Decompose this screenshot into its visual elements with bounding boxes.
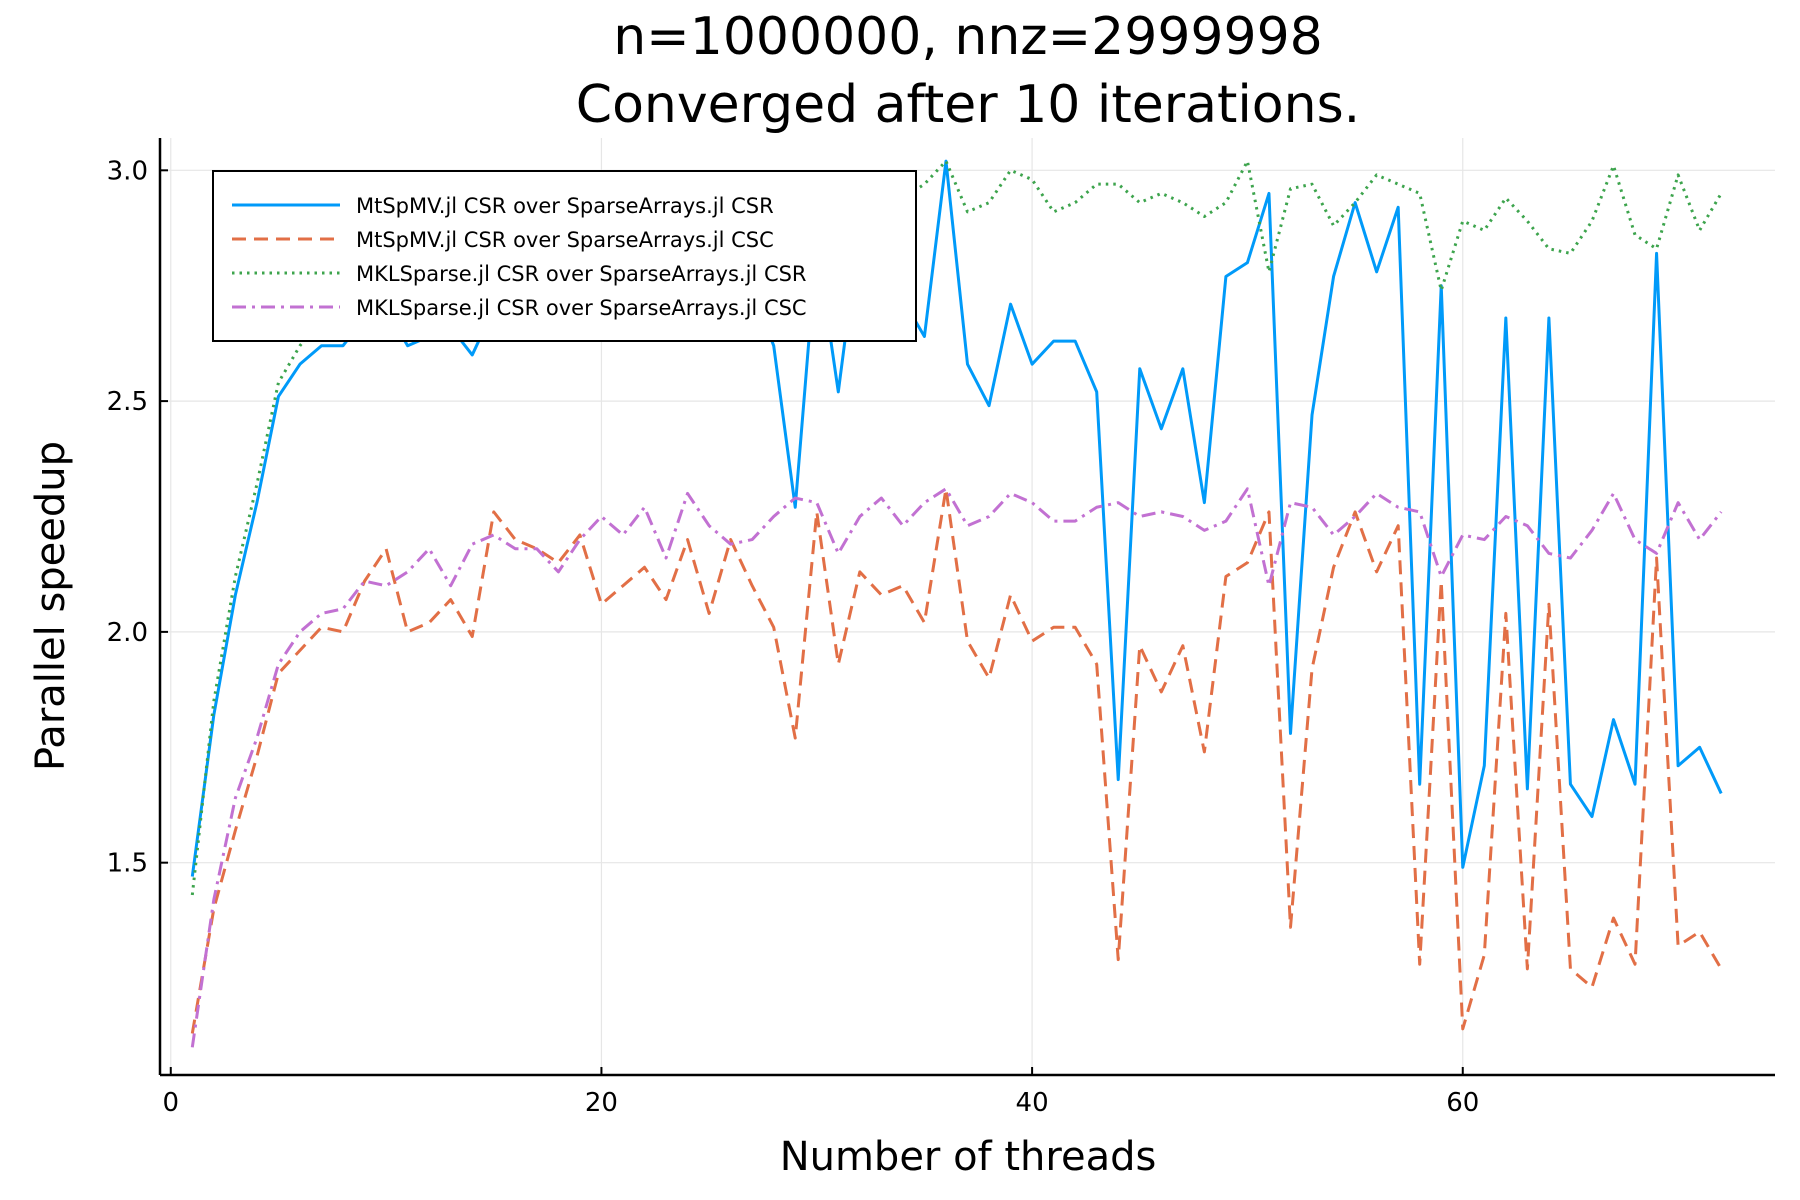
legend-label-mklsparse-csr: MKLSparse.jl CSR over SparseArrays.jl CS…	[356, 262, 807, 286]
x-tick-label: 20	[585, 1088, 618, 1118]
x-tick-label: 60	[1446, 1088, 1479, 1118]
x-tick-label: 0	[162, 1088, 179, 1118]
tick-labels: 0 20 40 60 1.5 2.0 2.5 3.0	[107, 156, 1480, 1118]
legend-label-mtspmv-csr: MtSpMV.jl CSR over SparseArrays.jl CSR	[356, 194, 774, 218]
chart-title: n=1000000, nnz=2999998	[613, 7, 1323, 67]
legend-label-mtspmv-csc: MtSpMV.jl CSR over SparseArrays.jl CSC	[356, 228, 774, 252]
legend-box	[212, 170, 917, 342]
legend-label-mklsparse-csc: MKLSparse.jl CSR over SparseArrays.jl CS…	[356, 296, 807, 320]
axes	[158, 138, 1775, 1077]
legend: MtSpMV.jl CSR over SparseArrays.jl CSR M…	[212, 170, 917, 342]
y-tick-label: 1.5	[107, 849, 148, 879]
y-axis-title: Parallel speedup	[28, 441, 74, 771]
y-tick-label: 3.0	[107, 156, 148, 186]
series-line-mklsparse-jl-csr-over-sparsearrays-jl-csc	[190, 487, 1723, 1048]
x-axis-title: Number of threads	[780, 1134, 1157, 1180]
y-tick-label: 2.0	[107, 618, 148, 648]
chart-subtitle: Converged after 10 iterations.	[576, 75, 1360, 135]
y-tick-label: 2.5	[107, 387, 148, 417]
x-tick-label: 40	[1016, 1088, 1049, 1118]
series-line-mtspmv-jl-csr-over-sparsearrays-jl-csc	[190, 487, 1723, 1034]
